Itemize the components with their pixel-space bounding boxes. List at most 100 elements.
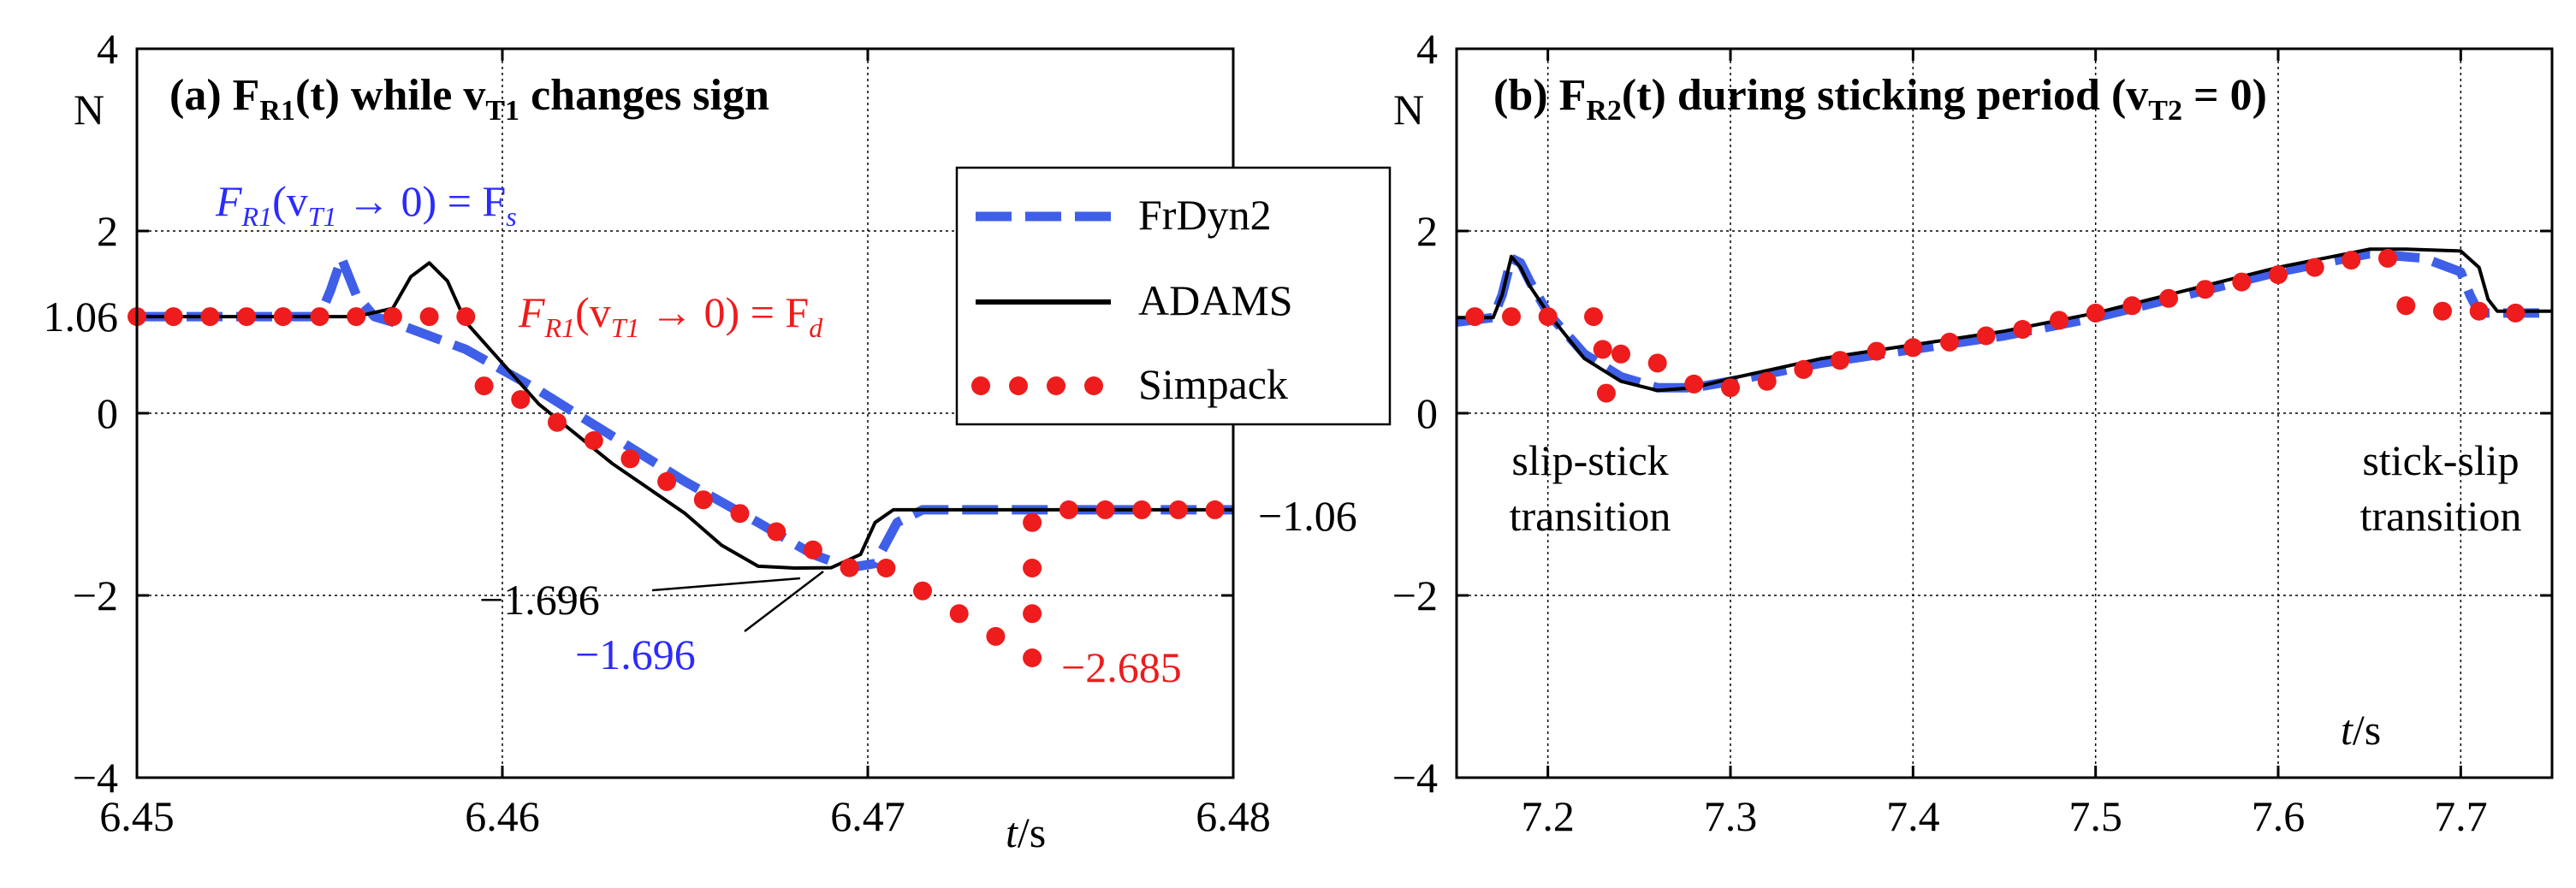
legend-swatch-simpack-dot (1084, 376, 1103, 395)
x-tick-label: 6.45 (99, 792, 175, 840)
series-point-simpack (1757, 371, 1777, 391)
label-adams-min: −1.696 (479, 576, 600, 624)
legend-label-adams: ADAMS (1138, 276, 1293, 324)
series-line-adams (137, 261, 1233, 570)
series-point-simpack (2506, 303, 2526, 323)
label-stick-slip: stick-slip (2362, 436, 2519, 484)
legend-swatch-simpack-dot (1009, 376, 1028, 395)
title-b-middle: (t) during sticking period ( (1622, 71, 2126, 120)
series-point-simpack (1611, 344, 1630, 364)
series-point-simpack (1976, 326, 1996, 346)
leader-line-adams (651, 577, 801, 592)
title-a-v-sub: T1 (485, 95, 519, 127)
series-point-simpack (1023, 559, 1042, 577)
series-point-simpack (1205, 500, 1225, 519)
series-point-simpack (1684, 374, 1704, 394)
series-point-simpack (310, 307, 329, 327)
series-point-simpack (1596, 383, 1616, 403)
title-b-suffix: = 0) (2182, 71, 2267, 120)
y-tick-label-extra: 1.06 (44, 293, 119, 340)
title-a-prefix: (a) (169, 71, 233, 120)
label-frdyn2-min: −1.696 (575, 630, 696, 678)
series-point-simpack (767, 522, 786, 542)
series-point-simpack (1584, 307, 1603, 327)
y-tick-label: 2 (1416, 207, 1438, 255)
y-tick-label: 0 (1416, 389, 1438, 437)
series-line-adams (1457, 247, 2552, 393)
series-point-simpack (2378, 248, 2397, 268)
series-point-simpack (986, 626, 1006, 646)
x-tick-label: 7.4 (1886, 792, 1940, 840)
series-point-simpack (803, 540, 822, 559)
ticks-b: 7.2 7.3 7.4 7.5 7.6 7.7 −4 −2 0 2 4 (1392, 25, 2552, 840)
series-point-simpack (876, 559, 896, 577)
title-b-prefix: (b) (1493, 71, 1559, 120)
y-axis-unit-a: N (74, 86, 104, 133)
y-tick-label: −4 (73, 754, 118, 802)
y-tick-label: 0 (97, 389, 118, 437)
series-point-simpack (1538, 307, 1558, 327)
legend: FrDyn2 ADAMS Simpack (955, 166, 1392, 426)
x-axis-label-b-unit: /s (2353, 706, 2381, 754)
x-tick-label: 6.48 (1196, 792, 1271, 840)
title-a-middle: (t) while (295, 71, 463, 120)
series-point-simpack (1903, 338, 1923, 358)
series-point-simpack (1721, 378, 1740, 398)
x-tick-label: 7.7 (2434, 792, 2488, 840)
x-axis-label-a-t: t (1006, 808, 1018, 856)
series-point-simpack (2050, 311, 2069, 330)
label-simpack-min: −2.685 (1061, 643, 1182, 691)
grid-a (137, 49, 1233, 778)
label-stick-slip-2: transition (2360, 492, 2522, 540)
series-point-simpack (913, 581, 932, 601)
series-point-simpack (949, 604, 969, 624)
series-point-simpack (1502, 307, 1521, 327)
title-b-f: F (1559, 71, 1587, 120)
series-point-simpack (2195, 280, 2215, 299)
plot-area-b (1456, 247, 2552, 403)
label-right-level: −1.06 (1258, 492, 1357, 540)
chart-title-a: (a) FR1(t) while vT1 changes sign (169, 71, 769, 127)
y-tick-label: −4 (1392, 754, 1438, 802)
y-tick-label: −2 (73, 571, 118, 619)
panel-b: 7.2 7.3 7.4 7.5 7.6 7.7 −4 −2 0 2 4 N (b) FR2(t) d… (1392, 25, 2554, 840)
series-point-simpack (1168, 500, 1188, 519)
series-point-simpack (2013, 320, 2033, 339)
series-point-simpack (511, 390, 531, 409)
series-point-simpack (1023, 604, 1042, 624)
series-line-frdyn2 (1456, 249, 2552, 393)
title-a-v: v (463, 71, 485, 120)
legend-label-simpack: Simpack (1138, 360, 1288, 408)
title-a-suffix: changes sign (519, 71, 769, 120)
y-axis-unit-b: N (1393, 86, 1424, 133)
x-axis-label-a: t/s (1006, 808, 1046, 856)
chart-title-b: (b) FR2(t) during sticking period (vT2 =… (1493, 71, 2267, 127)
x-tick-label: 7.3 (1704, 792, 1758, 840)
series-point-simpack (730, 504, 750, 524)
series-point-simpack (2305, 258, 2324, 277)
x-tick-label: 6.47 (830, 792, 905, 840)
y-tick-label: −2 (1392, 571, 1438, 619)
series-point-simpack (2232, 272, 2252, 292)
series-point-simpack (840, 558, 859, 577)
series-point-simpack (1465, 307, 1485, 327)
series-point-simpack (2086, 303, 2105, 323)
title-b-v: v (2126, 71, 2148, 120)
leader-line-frdyn2 (744, 571, 824, 632)
legend-swatch-simpack-dot (971, 376, 990, 395)
x-axis-label-b: t/s (2341, 706, 2381, 754)
series-point-simpack (2396, 296, 2416, 316)
series-point-simpack (2122, 296, 2142, 316)
x-axis-label-a-unit: /s (1018, 808, 1046, 856)
series-point-simpack (1831, 351, 1849, 370)
series-point-simpack (584, 431, 603, 450)
y-tick-label: 2 (97, 207, 118, 255)
panel-a: 6.45 6.46 6.47 6.48 −4 −2 0 2 4 1.06 N (a) FR1(t)… (44, 25, 1392, 856)
label-slip-stick: slip-stick (1511, 436, 1668, 484)
series-point-simpack (273, 307, 293, 327)
legend-label-frdyn2: FrDyn2 (1138, 191, 1272, 239)
title-b-f-sub: R2 (1586, 95, 1622, 127)
series-point-simpack (548, 412, 567, 432)
series-point-simpack (163, 307, 183, 327)
